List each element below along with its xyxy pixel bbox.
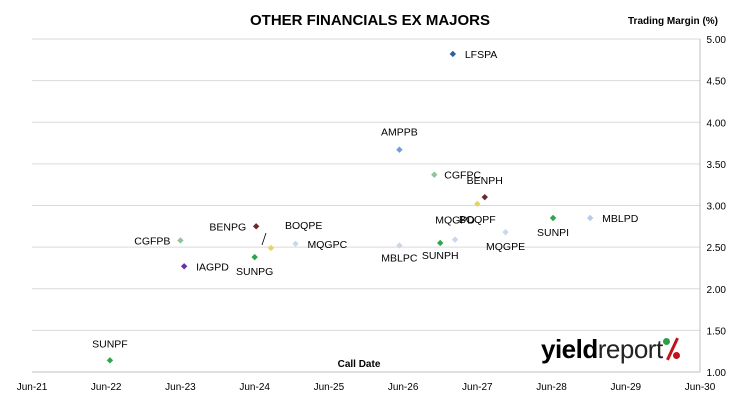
y-tick-label: 4.00: [707, 118, 727, 129]
point-label-mqgpd: MQGPD: [435, 215, 475, 227]
point-cgfpb: [177, 237, 184, 244]
x-tick-label: Jun-29: [610, 382, 641, 393]
x-tick-label: Jun-27: [462, 382, 493, 393]
x-axis-title: Call Date: [338, 359, 381, 370]
point-mblpc: [396, 242, 403, 249]
point-iagpd: [180, 263, 188, 270]
y-tick-label: 1.00: [707, 368, 727, 379]
y-tick-label: 1.50: [707, 326, 727, 337]
y-tick-label: 3.00: [707, 202, 727, 213]
point-label-cgfpc: CGFPC: [444, 170, 481, 182]
x-tick-label: Jun-25: [314, 382, 345, 393]
x-tick-label: Jun-22: [91, 382, 122, 393]
point-label-amppb: AMPPB: [381, 127, 418, 139]
y-tick-label: 3.50: [707, 160, 727, 171]
point-label-boqpf: BOQPF: [459, 214, 496, 226]
point-mqgpd: [451, 236, 459, 243]
point-label-benpg: BENPG: [209, 221, 246, 233]
point-label-mqgpc: MQGPC: [307, 239, 347, 251]
point-label-sunph: SUNPH: [422, 250, 459, 262]
y-tick-label: 4.50: [707, 77, 727, 88]
point-benpg: [252, 223, 260, 230]
point-amppb: [396, 146, 403, 153]
yieldreport-logo: yieldreport: [541, 336, 683, 362]
point-sunpf: [106, 357, 114, 364]
y-axis-title: Trading Margin (%): [628, 16, 718, 27]
x-tick-label: Jun-24: [239, 382, 270, 393]
point-boqpe: [267, 244, 275, 252]
y-tick-label: 2.00: [707, 285, 727, 296]
x-tick-label: Jun-28: [536, 382, 567, 393]
point-sunpg: [251, 253, 258, 261]
y-tick-label: 2.50: [707, 243, 727, 254]
boqpe-leader-line: [261, 232, 267, 246]
data-points: [106, 50, 594, 364]
point-sunph: [437, 239, 444, 247]
point-mqgpc: [292, 240, 299, 247]
y-tick-label: 5.00: [707, 35, 727, 46]
gridlines: [32, 38, 700, 331]
point-label-cgfpb: CGFPB: [134, 235, 170, 247]
point-mqgpe: [502, 228, 509, 236]
point-lfspa: [449, 50, 457, 58]
x-tick-labels: Jun-21 Jun-22 Jun-23 Jun-24 Jun-25 Jun-26 Jun-…: [17, 382, 716, 393]
point-label-mblpd: MBLPD: [602, 213, 639, 225]
x-tick-label: Jun-30: [685, 382, 716, 393]
point-sunpi: [549, 214, 557, 222]
chart-title: OTHER FINANCIALS EX MAJORS: [250, 12, 490, 29]
point-boqpf: [474, 200, 481, 208]
point-label-lfspa: LFSPA: [465, 49, 497, 61]
point-label-mblpc: MBLPC: [381, 252, 418, 264]
point-label-mqgpe: MQGPE: [486, 241, 525, 253]
point-label-boqpe: BOQPE: [285, 220, 322, 232]
point-mblpd: [586, 214, 594, 222]
point-benph: [481, 193, 488, 201]
y-tick-labels: 1.00 1.50 2.00 2.50 3.00 3.50 4.00 4.50 5.00: [707, 35, 727, 379]
x-tick-label: Jun-26: [388, 382, 419, 393]
x-tick-label: Jun-21: [17, 382, 48, 393]
x-tick-label: Jun-23: [165, 382, 196, 393]
point-label-sunpg: SUNPG: [236, 266, 273, 278]
point-label-benph: BENPH: [467, 175, 503, 187]
point-label-sunpi: SUNPI: [537, 227, 569, 239]
point-label-sunpf: SUNPF: [92, 338, 128, 350]
percent-logo-icon: [662, 336, 683, 362]
point-label-iagpd: IAGPD: [196, 261, 229, 273]
point-cgfpc: [431, 171, 438, 178]
